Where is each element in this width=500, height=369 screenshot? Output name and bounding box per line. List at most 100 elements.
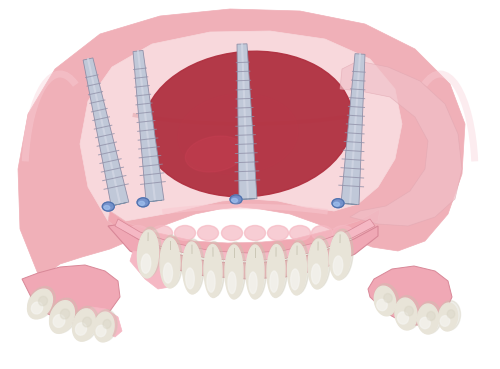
Ellipse shape xyxy=(138,230,158,278)
Ellipse shape xyxy=(222,225,242,241)
Polygon shape xyxy=(333,203,357,204)
Ellipse shape xyxy=(334,256,342,275)
Polygon shape xyxy=(22,265,120,323)
Ellipse shape xyxy=(174,225,196,241)
Ellipse shape xyxy=(330,232,350,280)
Ellipse shape xyxy=(102,202,115,211)
Polygon shape xyxy=(138,200,162,203)
Ellipse shape xyxy=(418,304,438,334)
Polygon shape xyxy=(18,9,465,279)
Ellipse shape xyxy=(94,312,114,342)
Ellipse shape xyxy=(160,235,182,287)
Ellipse shape xyxy=(182,242,202,294)
Ellipse shape xyxy=(225,245,243,299)
Ellipse shape xyxy=(332,225,353,241)
Ellipse shape xyxy=(143,51,353,197)
Ellipse shape xyxy=(438,300,460,331)
Ellipse shape xyxy=(226,242,246,298)
Ellipse shape xyxy=(312,264,320,284)
Ellipse shape xyxy=(270,271,278,292)
Ellipse shape xyxy=(53,315,65,327)
Ellipse shape xyxy=(398,312,408,324)
Ellipse shape xyxy=(246,242,266,298)
Ellipse shape xyxy=(204,241,225,297)
Ellipse shape xyxy=(128,225,148,241)
Ellipse shape xyxy=(395,298,417,330)
Ellipse shape xyxy=(76,323,86,335)
Ellipse shape xyxy=(404,306,413,316)
Ellipse shape xyxy=(438,303,458,331)
Ellipse shape xyxy=(290,225,310,241)
Ellipse shape xyxy=(82,317,92,327)
Ellipse shape xyxy=(96,325,106,337)
Ellipse shape xyxy=(160,238,180,288)
Ellipse shape xyxy=(60,309,70,319)
Ellipse shape xyxy=(178,94,298,174)
Ellipse shape xyxy=(230,195,242,204)
Ellipse shape xyxy=(164,263,172,283)
Polygon shape xyxy=(108,225,378,279)
Ellipse shape xyxy=(268,241,287,297)
Polygon shape xyxy=(231,199,255,200)
Ellipse shape xyxy=(228,272,236,294)
Ellipse shape xyxy=(38,296,48,306)
Ellipse shape xyxy=(447,310,455,318)
Ellipse shape xyxy=(94,310,117,341)
Ellipse shape xyxy=(440,316,450,326)
Polygon shape xyxy=(133,51,164,202)
Ellipse shape xyxy=(50,301,74,333)
Ellipse shape xyxy=(138,201,144,206)
Polygon shape xyxy=(130,251,172,289)
Polygon shape xyxy=(108,209,380,258)
Ellipse shape xyxy=(152,225,172,241)
Ellipse shape xyxy=(249,272,257,294)
Ellipse shape xyxy=(104,206,110,210)
Ellipse shape xyxy=(137,198,149,207)
Ellipse shape xyxy=(32,302,42,314)
Ellipse shape xyxy=(50,298,78,333)
Ellipse shape xyxy=(186,268,194,289)
Ellipse shape xyxy=(418,301,442,334)
Ellipse shape xyxy=(204,245,222,297)
Ellipse shape xyxy=(332,199,344,208)
Ellipse shape xyxy=(330,229,353,279)
Ellipse shape xyxy=(288,240,309,294)
Ellipse shape xyxy=(138,227,161,277)
Ellipse shape xyxy=(28,289,52,319)
Ellipse shape xyxy=(246,245,264,299)
Polygon shape xyxy=(83,58,129,206)
Polygon shape xyxy=(86,307,122,337)
Ellipse shape xyxy=(290,269,300,290)
Ellipse shape xyxy=(28,286,56,318)
Ellipse shape xyxy=(103,320,111,328)
Ellipse shape xyxy=(334,202,340,206)
Ellipse shape xyxy=(72,309,96,341)
Ellipse shape xyxy=(183,239,204,293)
Ellipse shape xyxy=(142,254,150,273)
Polygon shape xyxy=(80,31,402,221)
Polygon shape xyxy=(368,266,452,325)
Ellipse shape xyxy=(232,199,237,203)
Ellipse shape xyxy=(312,225,332,241)
Ellipse shape xyxy=(267,245,285,297)
Polygon shape xyxy=(237,44,257,199)
Ellipse shape xyxy=(186,136,244,172)
Ellipse shape xyxy=(376,299,388,311)
Ellipse shape xyxy=(384,293,392,303)
Ellipse shape xyxy=(420,317,430,329)
Ellipse shape xyxy=(308,236,330,288)
Polygon shape xyxy=(104,203,127,208)
Ellipse shape xyxy=(244,225,266,241)
Ellipse shape xyxy=(198,225,218,241)
Ellipse shape xyxy=(427,311,435,321)
Ellipse shape xyxy=(374,284,398,315)
Ellipse shape xyxy=(374,286,396,316)
Ellipse shape xyxy=(395,296,420,330)
Ellipse shape xyxy=(308,239,328,289)
Polygon shape xyxy=(340,61,462,226)
Polygon shape xyxy=(341,54,365,204)
Polygon shape xyxy=(115,219,375,261)
Ellipse shape xyxy=(207,271,215,292)
Ellipse shape xyxy=(72,306,99,341)
Ellipse shape xyxy=(288,243,306,295)
